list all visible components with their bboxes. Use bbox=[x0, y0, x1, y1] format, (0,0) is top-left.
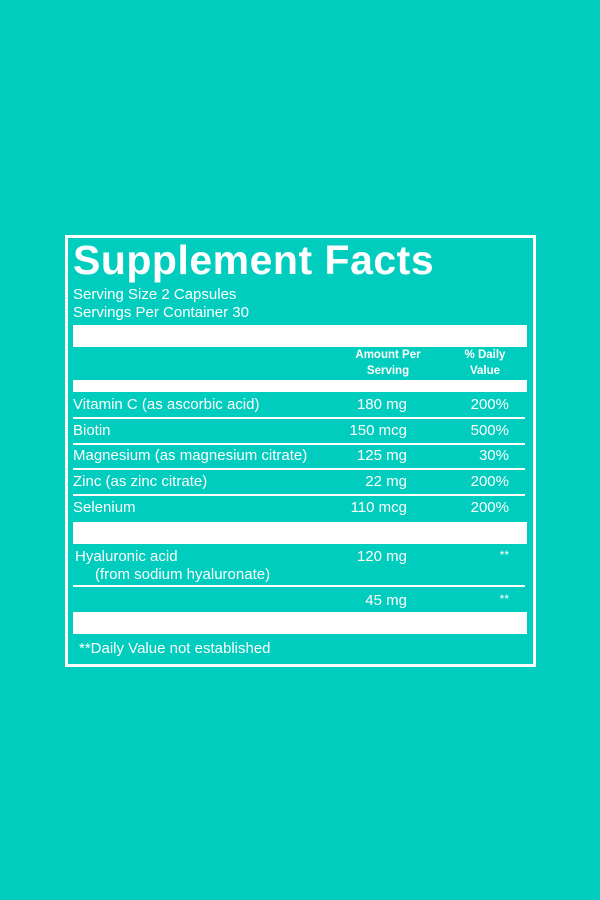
row-rule bbox=[73, 417, 525, 419]
daily-value: 200% bbox=[470, 498, 509, 516]
amount: 180 mg bbox=[356, 396, 407, 413]
daily-value: 200% bbox=[470, 473, 509, 491]
nutrient-name: Magnesium (as magnesium citrate) bbox=[73, 447, 308, 465]
amount: 120 mg bbox=[356, 548, 407, 565]
row-rule bbox=[73, 468, 525, 471]
nutrient-name: Zinc (as zinc citrate) bbox=[73, 473, 208, 491]
daily-value: 500% bbox=[470, 421, 509, 439]
thick-bar bbox=[73, 612, 527, 634]
amount: 125 mg bbox=[356, 447, 407, 465]
serving-size: Serving Size 2 Capsules bbox=[73, 286, 237, 303]
facts-box bbox=[65, 235, 536, 667]
thick-bar bbox=[73, 522, 527, 544]
row-rule bbox=[73, 585, 525, 587]
amount: 150 mcg bbox=[349, 421, 407, 439]
footnote: **Daily Value not established bbox=[79, 640, 271, 657]
amount: 22 mg bbox=[365, 473, 407, 491]
nutrient-name: Biotin bbox=[73, 421, 111, 439]
amount: 110 mcg bbox=[350, 498, 407, 516]
nutrient-name: Selenium bbox=[73, 498, 136, 516]
column-header: Value bbox=[469, 365, 501, 377]
thick-bar bbox=[73, 380, 527, 392]
column-header: Amount Per bbox=[355, 349, 421, 361]
title: Supplement Facts bbox=[73, 237, 435, 283]
thick-bar bbox=[73, 325, 527, 347]
nutrient-source: (from sodium hyaluronate) bbox=[95, 566, 271, 583]
daily-value: ** bbox=[499, 592, 509, 606]
daily-value: 30% bbox=[478, 447, 509, 465]
nutrient-name: Vitamin C (as ascorbic acid) bbox=[73, 396, 260, 413]
amount: 45 mg bbox=[365, 592, 407, 609]
column-header: % Daily bbox=[464, 349, 506, 361]
servings-per-container: Servings Per Container 30 bbox=[73, 304, 249, 321]
column-header: Serving bbox=[366, 365, 410, 377]
nutrient-name: Hyaluronic acid bbox=[75, 548, 178, 565]
row-rule bbox=[73, 494, 525, 497]
daily-value: ** bbox=[499, 548, 509, 562]
daily-value: 200% bbox=[470, 396, 509, 413]
row-rule bbox=[73, 442, 525, 445]
